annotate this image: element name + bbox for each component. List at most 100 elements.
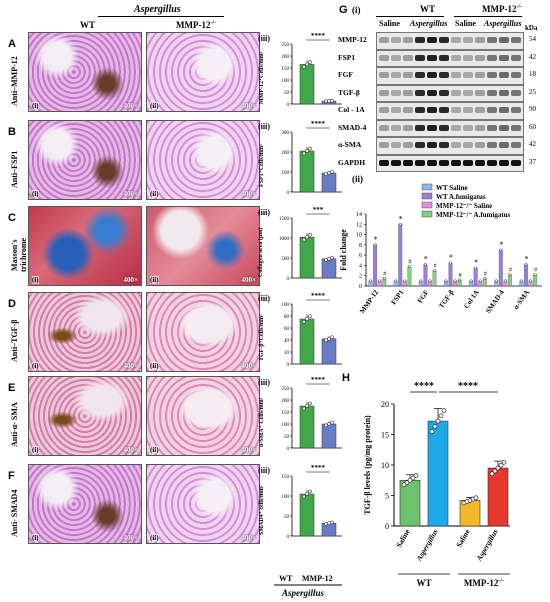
blot-kda-value: 25 — [529, 87, 536, 96]
blot-asp-1: Aspergillus — [410, 19, 448, 28]
header-rule — [98, 16, 224, 17]
bar-chart-f: 0 50 100 150 **** — [282, 464, 342, 540]
tgf-elisa-chart: 0 5 10 15 20 TGF-β levels (pg/mg protein) Sali… — [363, 381, 510, 588]
fold-point — [419, 279, 423, 283]
fold-category: FSP1 — [390, 288, 406, 306]
data-point — [302, 406, 306, 411]
bar-ylabel-f: SMAD4⁺ cells/mm² — [259, 485, 265, 535]
y-tick-label: 0 — [359, 284, 362, 290]
panel-d-label: D — [8, 298, 16, 310]
blot-band — [511, 159, 521, 166]
left-footer: WT MMP-12 Aspergillus — [274, 574, 342, 598]
y-tick-label: 1500 — [279, 217, 290, 222]
blot-band — [403, 124, 413, 131]
blot-band — [439, 54, 449, 61]
y-tick-label: 5 — [385, 492, 389, 501]
data-point — [432, 424, 438, 429]
col-header-wt: WT — [80, 20, 96, 30]
blot-band — [439, 107, 449, 113]
bar-chart-e: 0 50 100 150 200 250 **** — [282, 376, 342, 452]
blot-band — [439, 159, 449, 166]
footer-x-wt: WT — [279, 574, 293, 583]
blot-strip — [376, 49, 524, 67]
blot-kda-value: 42 — [529, 52, 536, 61]
blot-band — [415, 89, 425, 96]
h-bar — [399, 479, 421, 527]
data-point — [330, 99, 334, 103]
blot-band — [475, 124, 485, 131]
blot-band — [379, 54, 389, 61]
magnification-label: 400× — [241, 276, 257, 284]
sub-iii-label: (iii) — [258, 122, 270, 131]
y-tick-label: 50 — [284, 435, 290, 440]
legend-swatch — [421, 201, 433, 209]
y-tick-label: 80 — [284, 315, 290, 320]
data-point — [302, 151, 306, 156]
h-bar — [427, 420, 449, 527]
blot-band — [499, 72, 509, 78]
blot-band — [403, 142, 413, 148]
blot-band — [511, 54, 521, 61]
fold-category: FGF — [416, 289, 431, 305]
bar-ko — [321, 423, 337, 449]
blot-band — [451, 142, 461, 148]
blot-row-label: FGF — [338, 70, 353, 79]
data-point — [330, 520, 334, 525]
data-point — [324, 338, 328, 343]
data-point — [308, 146, 312, 151]
fold-point — [458, 278, 462, 282]
panel-b-label: B — [8, 126, 16, 138]
blot-band — [451, 159, 461, 166]
blot-band — [427, 159, 437, 166]
sig-stars: **** — [311, 376, 326, 384]
legend-swatch — [421, 210, 433, 218]
bar-ylabel-d: TGF-β⁺Cells/mm² — [259, 314, 265, 362]
data-point — [404, 480, 410, 485]
blot-band — [379, 72, 389, 78]
blot-band — [463, 124, 473, 131]
y-tick-label: 0 — [287, 447, 290, 452]
fold-category: MMP-12 — [358, 288, 380, 315]
blot-band — [391, 107, 401, 113]
fold-category: TGF-β — [437, 288, 455, 310]
fold-hash: # — [383, 271, 386, 277]
blot-band — [451, 107, 461, 113]
blot-strip — [376, 84, 524, 102]
data-point — [429, 429, 435, 434]
blot-row-label: SMAD-4 — [338, 122, 367, 132]
left-header-aspergillus: Aspergillus — [134, 4, 181, 15]
data-point — [401, 482, 407, 488]
blot-kda-value: 18 — [529, 70, 536, 78]
blot-band — [403, 159, 413, 166]
y-tick-label: 4 — [359, 263, 362, 269]
fold-point — [369, 279, 372, 283]
blot-band — [415, 159, 425, 166]
row-label-e: Anti-α- SMA — [10, 402, 19, 448]
blot-band — [475, 37, 485, 43]
data-point — [413, 473, 419, 478]
data-point — [324, 258, 328, 262]
blot-row-label: GAPDH — [338, 157, 366, 167]
blot-strip — [376, 154, 524, 172]
blot-strip — [376, 102, 524, 120]
row-label-b: Anti–FSP1 — [10, 150, 19, 188]
magnification-label: 400× — [241, 102, 257, 110]
magnification-label: 400× — [241, 446, 257, 454]
magnification-label: 400× — [123, 446, 139, 454]
blot-band — [427, 72, 437, 78]
blot-band — [487, 142, 497, 148]
bar-ylabel-c: Collagen area (µm) — [258, 227, 264, 277]
fold-bar — [373, 244, 378, 287]
fold-point — [503, 279, 507, 283]
y-tick-label: 200 — [282, 399, 290, 404]
blot-band — [427, 124, 437, 131]
blot-band — [475, 89, 485, 96]
magnification-label: 400× — [123, 276, 139, 284]
fold-bar — [508, 274, 512, 287]
blot-row-label: TGF-β — [338, 87, 360, 97]
fold-point — [519, 279, 523, 283]
blot-band — [403, 37, 413, 43]
y-tick-label: 0 — [287, 535, 290, 540]
bar-wt — [299, 405, 315, 449]
blot-band — [451, 72, 461, 78]
